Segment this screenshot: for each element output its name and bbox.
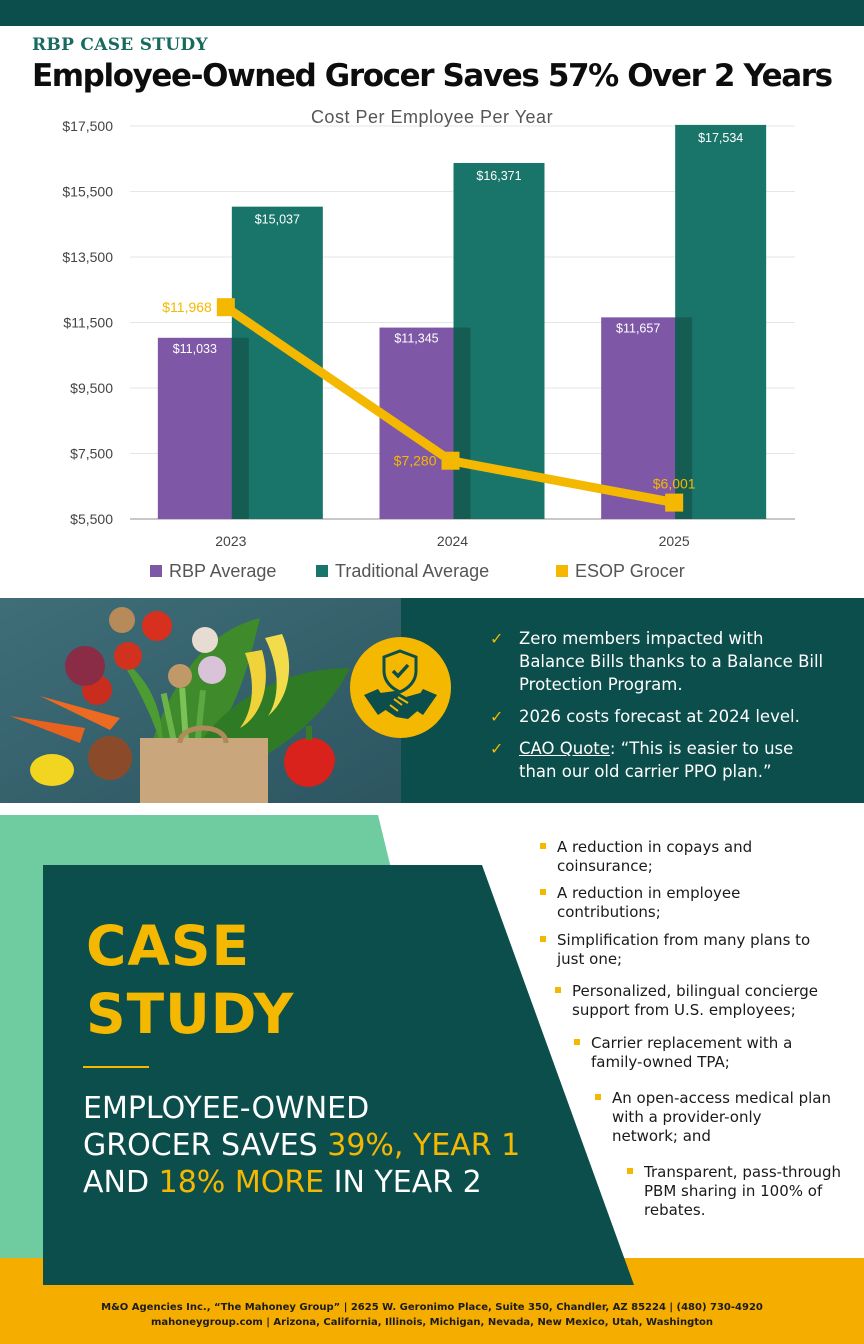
y-tick-label: $13,500: [62, 249, 113, 265]
case-study-background: [0, 815, 864, 1344]
bar-label-traditional: $15,037: [255, 213, 300, 227]
esop-marker: [216, 298, 235, 317]
bar-overlap: [231, 337, 249, 519]
esop-marker: [665, 493, 684, 512]
benefit-item: Transparent, pass-through PBM sharing in…: [627, 1163, 844, 1220]
page-title: Employee-Owned Grocer Saves 57% Over 2 Y…: [32, 58, 833, 94]
benefit-item: A reduction in copays and coinsurance;: [540, 838, 807, 876]
bar-label-traditional: $17,534: [698, 131, 743, 145]
legend-label: Traditional Average: [335, 561, 489, 581]
cost-chart: Cost Per Employee Per Year $5,500 $7,500 $9…: [62, 107, 795, 581]
chart-line: [216, 298, 684, 512]
handshake-shield-icon: [350, 637, 451, 738]
footer-address: M&O Agencies Inc., “The Mahoney Group” |…: [101, 1302, 763, 1313]
esop-marker: [441, 451, 460, 470]
top-bar: [0, 0, 864, 26]
case-study-subtitle: EMPLOYEE-OWNED GROCER SAVES 39%, YEAR 1 …: [83, 1091, 521, 1200]
bar-overlap: [675, 317, 693, 519]
benefit-item: Personalized, bilingual concierge suppor…: [555, 982, 857, 1020]
legend-label: ESOP Grocer: [575, 561, 685, 581]
x-tick-label: 2025: [659, 533, 690, 549]
highlight-item: ✓ 2026 costs forecast at 2024 level.: [490, 707, 800, 726]
benefit-item: Carrier replacement with a family-owned …: [574, 1034, 831, 1072]
y-tick-label: $15,500: [62, 184, 113, 200]
groceries-photo: [0, 598, 401, 803]
check-icon: ✓: [490, 739, 504, 758]
check-icon: ✓: [490, 629, 504, 648]
bullet-icon: [540, 936, 546, 942]
chart-labels: Cost Per Employee Per Year $5,500 $7,500 $9…: [62, 107, 743, 549]
kicker: RBP CASE STUDY: [32, 35, 208, 55]
bullet-icon: [540, 889, 546, 895]
highlight-item: ✓ CAO Quote: “This is easier to use than …: [490, 739, 794, 781]
esop-label: $7,280: [394, 453, 437, 469]
case-study-title: CASE STUDY: [86, 914, 295, 1046]
y-tick-label: $5,500: [70, 511, 113, 527]
bar-label-traditional: $16,371: [476, 169, 521, 183]
y-tick-label: $7,500: [70, 446, 113, 462]
y-tick-label: $9,500: [70, 380, 113, 396]
footer-locations: mahoneygroup.com | Arizona, California, …: [150, 1317, 714, 1328]
cao-quote-link[interactable]: CAO Quote: [519, 739, 610, 758]
bullet-icon: [627, 1168, 633, 1174]
chart-title: Cost Per Employee Per Year: [311, 107, 553, 127]
bar-label-rbp: $11,345: [394, 332, 438, 346]
bullet-icon: [540, 843, 546, 849]
title-divider: [83, 1066, 149, 1068]
bullet-icon: [595, 1094, 601, 1100]
bar-label-rbp: $11,033: [173, 342, 217, 356]
x-tick-label: 2024: [437, 533, 468, 549]
y-tick-label: $17,500: [62, 118, 113, 134]
benefit-item: A reduction in employee contributions;: [540, 884, 807, 922]
bar-overlap: [453, 327, 471, 519]
esop-label: $11,968: [162, 299, 212, 315]
x-tick-label: 2023: [215, 533, 246, 549]
bullet-icon: [574, 1039, 580, 1045]
benefit-item: Simplification from many plans to just o…: [540, 931, 837, 969]
y-tick-label: $11,500: [63, 315, 113, 331]
legend-swatch: [150, 565, 162, 577]
highlights-list: ✓ Zero members impacted with Balance Bill…: [490, 627, 830, 792]
chart-legend: RBP Average Traditional Average ESOP Groce…: [150, 561, 685, 581]
benefit-item: An open-access medical plan with a provi…: [595, 1089, 832, 1146]
esop-label: $6,001: [653, 476, 696, 492]
check-icon: ✓: [490, 707, 504, 726]
legend-label: RBP Average: [169, 561, 276, 581]
bullet-icon: [555, 987, 561, 993]
highlight-item: ✓ Zero members impacted with Balance Bill…: [490, 629, 824, 694]
legend-swatch: [556, 565, 568, 577]
legend-swatch: [316, 565, 328, 577]
footer: M&O Agencies Inc., “The Mahoney Group” |…: [0, 1300, 864, 1330]
bar-label-rbp: $11,657: [616, 321, 660, 335]
